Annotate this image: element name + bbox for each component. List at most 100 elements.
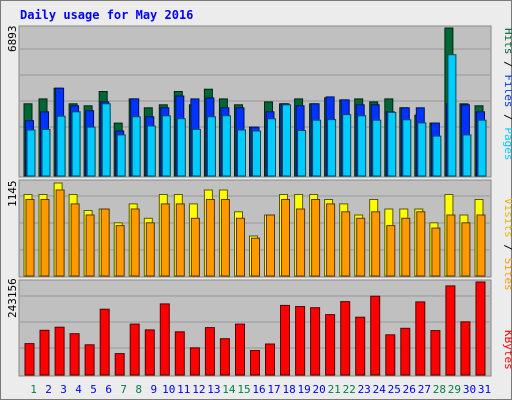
bar-kbytes-day-6 <box>99 308 110 376</box>
bar-kbytes-day-1 <box>24 343 35 376</box>
day-label-4: 4 <box>75 383 82 396</box>
day-label-19: 19 <box>297 383 310 396</box>
bar-kbytes-day-15 <box>235 323 245 376</box>
bar-pages-day-3 <box>56 115 66 177</box>
bar-sites-day-3 <box>55 189 65 277</box>
day-label-1: 1 <box>30 383 37 396</box>
day-label-8: 8 <box>135 383 142 396</box>
day-label-9: 9 <box>150 383 157 396</box>
bar-pages-day-23 <box>357 115 367 177</box>
day-label-5: 5 <box>90 383 97 396</box>
bar-sites-day-11 <box>175 203 185 277</box>
bar-kbytes-day-18 <box>280 304 290 376</box>
bar-sites-day-30 <box>461 222 471 277</box>
bar-kbytes-day-20 <box>310 307 321 376</box>
bar-pages-day-31 <box>477 119 487 177</box>
bar-kbytes-day-9 <box>144 329 155 376</box>
bar-sites-day-23 <box>356 217 366 277</box>
bar-sites-day-10 <box>160 203 170 277</box>
bar-sites-day-17 <box>266 214 275 277</box>
bar-pages-day-5 <box>86 126 96 177</box>
bar-pages-day-18 <box>282 104 291 177</box>
day-label-27: 27 <box>418 383 431 396</box>
bar-kbytes-day-25 <box>385 334 396 376</box>
day-label-11: 11 <box>177 383 190 396</box>
bar-sites-day-2 <box>40 199 50 277</box>
bar-kbytes-day-11 <box>174 331 185 376</box>
bar-pages-day-9 <box>146 125 156 177</box>
bar-kbytes-day-3 <box>54 326 65 376</box>
bar-sites-day-25 <box>386 225 396 277</box>
bar-sites-day-5 <box>85 214 95 277</box>
panel-hits-max-label: 6893 <box>6 26 19 53</box>
bar-kbytes-day-14 <box>219 338 230 376</box>
bar-sites-day-7 <box>115 225 125 277</box>
day-label-30: 30 <box>463 383 476 396</box>
bar-pages-day-28 <box>432 135 442 177</box>
bar-sites-day-15 <box>236 217 245 277</box>
bar-sites-day-27 <box>416 211 426 277</box>
bar-sites-day-6 <box>100 208 110 277</box>
bar-kbytes-day-26 <box>400 327 411 376</box>
bar-pages-day-16 <box>252 130 261 177</box>
bar-sites-day-22 <box>341 211 351 277</box>
day-label-13: 13 <box>207 383 220 396</box>
bar-kbytes-day-12 <box>189 347 200 376</box>
bar-pages-day-27 <box>417 122 427 177</box>
day-label-31: 31 <box>478 383 491 396</box>
bar-pages-day-14 <box>221 115 231 177</box>
gridlines <box>20 48 490 349</box>
bar-kbytes-day-27 <box>415 301 426 376</box>
bar-kbytes-day-7 <box>114 353 125 376</box>
day-label-3: 3 <box>60 383 67 396</box>
day-label-18: 18 <box>282 383 295 396</box>
day-label-21: 21 <box>328 383 341 396</box>
bar-sites-day-31 <box>476 214 486 277</box>
day-label-15: 15 <box>237 383 250 396</box>
bar-kbytes-day-31 <box>475 281 486 376</box>
panel-hits-legend: Hits / Files / Pages <box>502 28 512 161</box>
day-label-10: 10 <box>162 383 175 396</box>
bar-pages-day-20 <box>312 119 322 177</box>
legend-sep-1: / <box>502 61 512 68</box>
bar-pages-day-30 <box>462 134 472 177</box>
bar-kbytes-day-13 <box>204 327 215 376</box>
bar-pages-day-24 <box>372 119 382 177</box>
bar-pages-day-1 <box>26 129 36 177</box>
day-label-6: 6 <box>105 383 112 396</box>
day-label-12: 12 <box>192 383 205 396</box>
panel-kbytes-legend: KBytes <box>502 330 512 370</box>
day-label-20: 20 <box>312 383 325 396</box>
bar-pages-day-22 <box>342 114 352 177</box>
bar-sites-day-28 <box>431 227 441 277</box>
bar-kbytes-day-23 <box>355 316 366 376</box>
bar-kbytes-day-24 <box>370 295 381 376</box>
bar-kbytes-day-22 <box>340 301 351 376</box>
bar-sites-day-14 <box>220 199 230 277</box>
bar-sites-day-24 <box>371 211 381 277</box>
day-label-17: 17 <box>267 383 280 396</box>
panel-visits-max-label: 1145 <box>6 181 19 208</box>
bar-pages-day-6 <box>101 103 111 177</box>
bar-sites-day-19 <box>296 208 306 277</box>
bar-kbytes-day-16 <box>250 350 260 376</box>
bar-pages-day-2 <box>41 128 51 177</box>
legend-hits: Hits <box>502 28 512 55</box>
day-label-23: 23 <box>358 383 371 396</box>
bar-pages-day-21 <box>327 119 337 177</box>
bar-sites-day-16 <box>251 237 260 277</box>
bar-kbytes-day-28 <box>430 330 441 376</box>
bar-sites-day-13 <box>205 199 215 277</box>
bars-layer <box>23 27 487 376</box>
day-label-28: 28 <box>433 383 446 396</box>
bar-kbytes-day-5 <box>84 344 95 376</box>
bar-pages-day-29 <box>447 54 457 177</box>
day-label-16: 16 <box>252 383 265 396</box>
bar-kbytes-day-17 <box>265 343 275 376</box>
day-label-25: 25 <box>388 383 401 396</box>
bar-kbytes-day-8 <box>129 323 140 376</box>
legend-files: Files <box>502 74 512 107</box>
legend-kbytes: KBytes <box>502 330 512 370</box>
bar-pages-day-10 <box>161 115 171 177</box>
